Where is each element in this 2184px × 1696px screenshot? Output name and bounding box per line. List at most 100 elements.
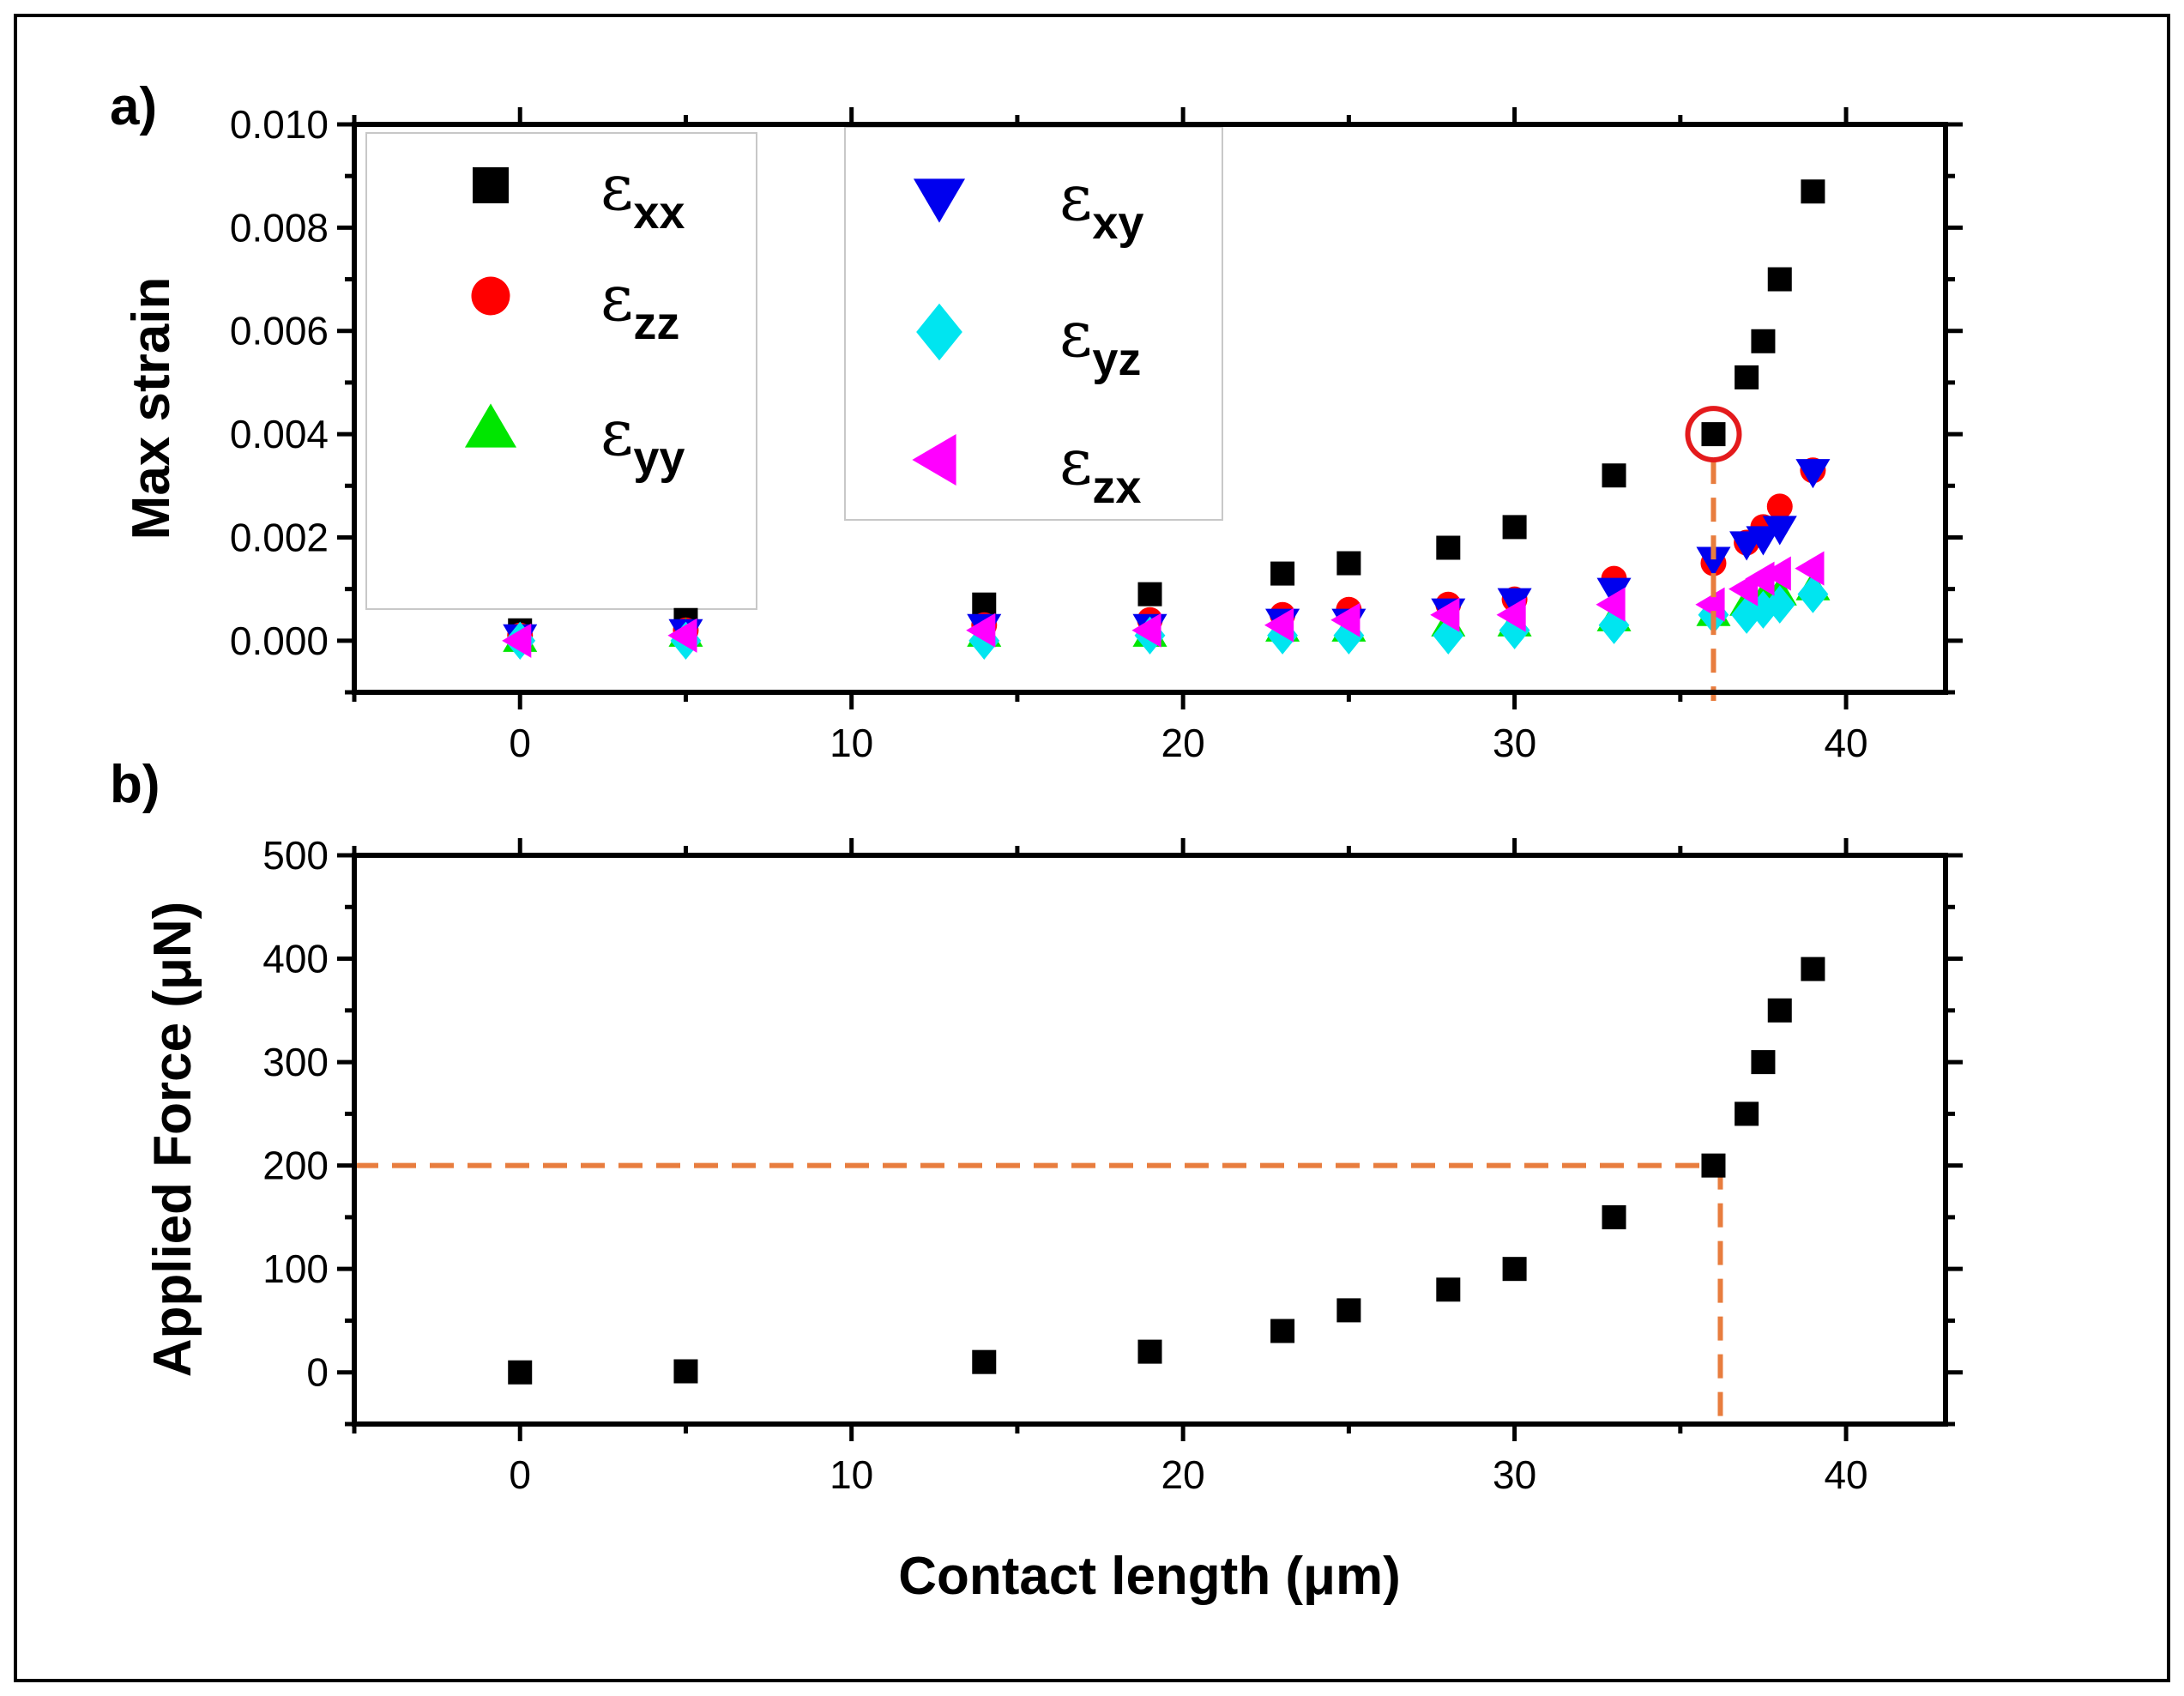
force-point [1436, 1277, 1461, 1302]
panel-a-frame [352, 122, 1948, 695]
y-tick-label: 0.000 [230, 619, 329, 663]
point-xx [1602, 463, 1626, 488]
force-point [1767, 998, 1792, 1023]
legend-marker-xx [473, 167, 509, 203]
point-zx [1761, 556, 1791, 591]
x-tick-label: 20 [1161, 1452, 1205, 1497]
point-xx [1436, 535, 1461, 560]
force-point [673, 1359, 698, 1384]
legend-label-zx: εzx [1059, 426, 1141, 513]
point-yz [1797, 575, 1829, 613]
panel-b-label: b) [110, 755, 160, 814]
x-tick-label: 30 [1493, 721, 1536, 765]
panel-a-marks [502, 179, 1831, 660]
panel-a-annotations [1685, 406, 1742, 701]
force-point [1336, 1298, 1361, 1323]
point-zz [1766, 493, 1793, 520]
force-point [1751, 1050, 1776, 1075]
force-point [1735, 1101, 1759, 1126]
legend-label-xy: εxy [1059, 161, 1143, 249]
legend-marker-zz [471, 276, 510, 316]
point-zx [1795, 551, 1825, 586]
panel-b-x-tick-labels: 0 10 20 30 40 [509, 1452, 1867, 1497]
panel-a-ticks [337, 107, 1963, 709]
y-tick-label: 500 [262, 833, 329, 878]
y-tick-label: 0.010 [230, 102, 329, 147]
legend-box-left: εxx εzz εyy [365, 132, 757, 610]
panel-b-frame [352, 853, 1948, 1427]
x-tick-label: 10 [830, 721, 873, 765]
y-tick-label: 400 [262, 937, 329, 981]
point-xx [1270, 561, 1295, 586]
x-tick-label: 40 [1824, 721, 1867, 765]
x-tick-label: 20 [1161, 721, 1205, 765]
point-zx [1596, 587, 1626, 622]
legend-marker-yz [916, 303, 962, 361]
y-tick-label: 0.008 [230, 205, 329, 250]
force-point [1602, 1204, 1626, 1229]
point-xy [1795, 459, 1831, 489]
legend-label-xx: εxx [600, 151, 685, 238]
point-xy [1497, 588, 1532, 618]
legend-box-right: εxy εyz εzx [844, 126, 1223, 521]
point-xy [1762, 516, 1797, 546]
panel-a: a) εxx εzz εyy εxy εyz εzx 0.000 0.002 0.004 0.… [110, 77, 1963, 765]
y-tick-label: 0 [306, 1350, 329, 1395]
point-zx [502, 623, 532, 658]
x-tick-label: 40 [1824, 1452, 1867, 1497]
y-tick-label: 100 [262, 1246, 329, 1291]
point-zx [667, 618, 697, 653]
legend-left-border [365, 132, 757, 610]
y-tick-label: 200 [262, 1144, 329, 1188]
panel-b-y-tick-labels: 0 100 200 300 400 500 [262, 833, 329, 1395]
force-point [1270, 1319, 1295, 1343]
panel-a-y-axis-title: Max strain [122, 277, 181, 540]
legend-label-zz: εzz [600, 262, 679, 349]
x-tick-label: 10 [830, 1452, 873, 1497]
x-tick-label: 30 [1493, 1452, 1536, 1497]
y-tick-label: 0.002 [230, 515, 329, 559]
point-xy [1746, 526, 1781, 556]
point-zx [1264, 607, 1294, 643]
point-xx [1801, 179, 1825, 204]
y-tick-label: 0.004 [230, 412, 329, 456]
legend-marker-zx [912, 433, 956, 486]
legend-left-bg [366, 133, 757, 609]
force-point [508, 1360, 533, 1385]
point-zx [1695, 587, 1725, 622]
force-point [1137, 1339, 1162, 1364]
point-yz [1764, 585, 1795, 624]
point-xy [1596, 577, 1632, 607]
x-tick-label: 0 [509, 721, 531, 765]
point-xx [1751, 329, 1776, 353]
x-tick-label: 0 [509, 1452, 531, 1497]
legend-marker-xy [913, 178, 966, 223]
highlight-circle [1685, 406, 1742, 463]
legend-label-yz: εyz [1059, 298, 1141, 385]
panel-b-annotations [354, 1162, 1723, 1424]
panel-b-y-axis-title: Applied Force (μN) [143, 902, 202, 1378]
point-zx [1745, 561, 1775, 596]
panel-b-x-axis-title: Contact length (μm) [898, 1547, 1401, 1606]
force-point [972, 1349, 997, 1374]
force-point [1801, 957, 1825, 981]
force-point [1701, 1153, 1726, 1178]
point-xy [1696, 546, 1731, 576]
point-xx [1137, 582, 1162, 607]
legend-label-yy: εyy [600, 396, 685, 484]
legend-right-bg [844, 126, 1223, 521]
point-zx [966, 613, 996, 648]
panel-b: b) 0 100 200 300 400 500 0 10 20 30 40 Applied Fo… [110, 755, 1963, 1606]
legend-marker-yy [464, 403, 517, 448]
panel-a-label: a) [110, 77, 157, 136]
y-tick-label: 0.006 [230, 309, 329, 353]
point-xx [1336, 551, 1361, 576]
point-yz [1598, 606, 1630, 644]
point-zx [1330, 602, 1360, 637]
panel-b-marks [508, 957, 1825, 1385]
force-point [1502, 1257, 1527, 1282]
point-zx [1430, 597, 1460, 632]
point-zx [1131, 613, 1161, 648]
point-zx [1496, 597, 1526, 632]
